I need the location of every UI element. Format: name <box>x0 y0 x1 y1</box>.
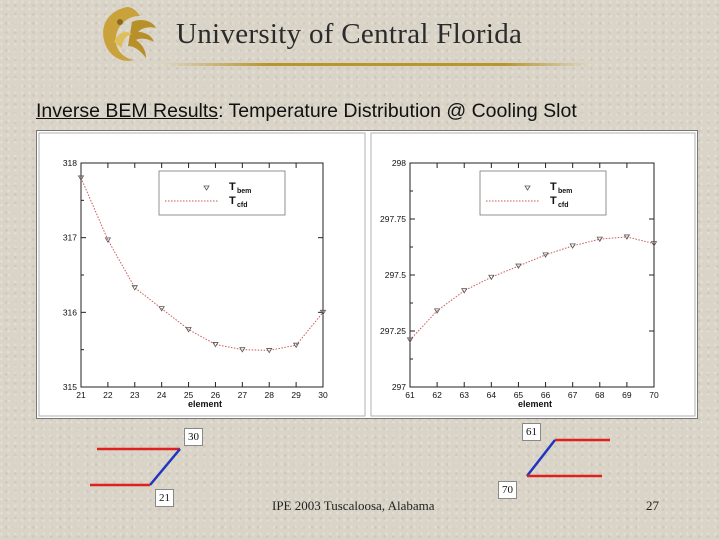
x-tick-label: 23 <box>130 390 140 400</box>
point-tbem <box>212 342 219 348</box>
legend-label: T <box>550 181 557 193</box>
x-tick-label: 70 <box>649 390 659 400</box>
ucf-pegasus-logo <box>103 7 156 61</box>
point-tbem <box>596 236 603 243</box>
legend-label: T <box>229 181 236 193</box>
charts-canvas: 21 22 23 24 25 26 27 28 29 30 318 317 316 315 element T… <box>38 132 696 417</box>
point-tbem <box>158 306 165 312</box>
footer-conference: IPE 2003 Tuscaloosa, Alabama <box>272 498 435 513</box>
page-number: 27 <box>646 498 659 513</box>
point-tbem <box>104 237 112 243</box>
label-element-70: 70 <box>498 481 517 499</box>
y-tick-label: 297.5 <box>385 270 407 280</box>
point-tbem <box>433 308 441 314</box>
x-tick-label: 68 <box>595 390 605 400</box>
x-axis-label: element <box>518 399 552 409</box>
x-tick-label: 62 <box>432 390 442 400</box>
x-tick-label: 28 <box>264 390 274 400</box>
y-tick-label: 297.75 <box>380 214 406 224</box>
point-tbem <box>650 241 658 247</box>
legend-subscript: cfd <box>237 202 248 209</box>
x-tick-label: 25 <box>184 390 194 400</box>
x-tick-label: 67 <box>568 390 578 400</box>
chart-1: 21 22 23 24 25 26 27 28 29 30 318 317 316 315 element T… <box>38 132 366 417</box>
x-tick-label: 24 <box>157 390 167 400</box>
slide-title-underlined: Inverse BEM Results <box>36 100 219 122</box>
legend-marker-tbem <box>524 185 531 191</box>
chart-2: 61 62 63 64 65 66 67 68 69 70 298 297.75 297.5 297.25… <box>370 132 696 417</box>
point-tbem <box>461 288 468 294</box>
label-element-30: 30 <box>184 428 203 446</box>
x-tick-label: 27 <box>238 390 248 400</box>
label-element-61: 61 <box>522 423 541 441</box>
legend-subscript: bem <box>237 188 251 195</box>
point-tbem <box>319 309 327 316</box>
point-tbem <box>239 347 246 353</box>
point-tbem <box>623 234 631 240</box>
chart-panel: 21 22 23 24 25 26 27 28 29 30 318 317 316 315 element T… <box>36 130 698 419</box>
slide-title-rest: : Temperature Distribution @ Cooling Slo… <box>218 100 577 122</box>
point-tbem <box>542 252 549 258</box>
x-tick-label: 66 <box>541 390 551 400</box>
legend-box <box>479 170 607 216</box>
y-tick-label: 317 <box>63 233 77 243</box>
point-tbem <box>406 337 414 343</box>
y-tick-label: 315 <box>63 382 77 392</box>
legend-subscript: bem <box>558 188 572 195</box>
slide-title: Inverse BEM Results: Temperature Distrib… <box>36 100 577 123</box>
label-element-21: 21 <box>155 489 174 507</box>
point-tbem <box>266 348 273 354</box>
x-tick-label: 61 <box>405 390 415 400</box>
x-tick-label: 26 <box>211 390 221 400</box>
slot-connector-left <box>149 448 181 486</box>
y-tick-label: 297.25 <box>380 326 406 336</box>
point-tbem <box>515 263 522 270</box>
y-tick-label: 316 <box>63 307 77 317</box>
point-tbem <box>569 243 576 249</box>
y-tick-label: 318 <box>63 158 77 168</box>
legend-label: T <box>229 195 236 207</box>
x-tick-label: 65 <box>514 390 524 400</box>
x-tick-label: 30 <box>318 390 328 400</box>
x-tick-label: 21 <box>76 390 86 400</box>
y-tick-label: 298 <box>392 158 406 168</box>
point-tbem <box>292 342 300 349</box>
university-name: University of Central Florida <box>176 18 523 50</box>
point-tbem <box>488 274 495 281</box>
x-axis-label: element <box>188 399 222 409</box>
series-line-tcfd <box>409 236 655 341</box>
slot-connector-right <box>526 439 556 477</box>
x-tick-label: 69 <box>622 390 632 400</box>
x-tick-label: 63 <box>459 390 469 400</box>
x-tick-label: 22 <box>103 390 113 400</box>
x-tick-label: 29 <box>291 390 301 400</box>
y-tick-label: 297 <box>392 382 406 392</box>
x-tick-label: 64 <box>487 390 497 400</box>
legend-subscript: cfd <box>558 202 569 209</box>
point-tbem <box>77 175 85 181</box>
legend-marker-tbem <box>203 185 210 191</box>
legend-box <box>158 170 286 216</box>
legend-label: T <box>550 195 557 207</box>
point-tbem <box>131 285 138 291</box>
point-tbem <box>185 327 192 333</box>
title-divider <box>160 63 590 66</box>
series-line-tcfd <box>80 177 324 351</box>
